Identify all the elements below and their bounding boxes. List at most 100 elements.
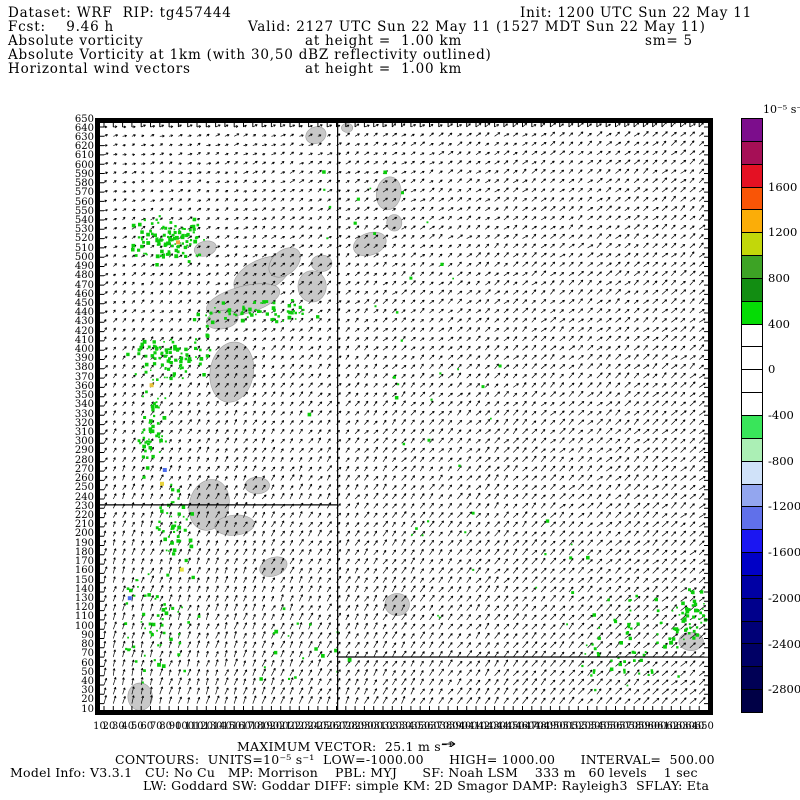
x-tick-label: 350 [411,721,431,732]
colorbar-tick-label: 800 [768,270,790,285]
colorbar-tick-label: -2400 [768,636,800,651]
x-tick-label: 440 [496,721,516,732]
y-tick-label: 110 [74,611,94,623]
colorbar-cell [741,575,763,599]
x-tick-label: 220 [288,721,308,732]
x-tick-label: 600 [647,721,667,732]
field2-height-label: at height = 1.00 km [305,61,463,77]
x-tick-label: 370 [430,721,450,732]
y-tick-label: 20 [81,694,94,706]
colorbar-cell [741,301,763,325]
y-tick-label: 510 [74,242,94,254]
y-tick-label: 270 [74,463,94,475]
y-tick-label: 70 [81,648,94,660]
x-tick-label: 490 [543,721,563,732]
x-tick-label: 510 [562,721,582,732]
x-tick-label: 420 [477,721,497,732]
colorbar-cell [741,506,763,530]
x-tick-label: 590 [638,721,658,732]
colorbar-tick-label: -400 [768,408,794,422]
y-tick-label: 550 [74,205,94,217]
y-tick-label: 630 [74,131,94,143]
x-tick-label: 460 [515,721,535,732]
x-tick-label: 610 [656,721,677,732]
plot-title: Absolute Vorticity at 1km (with 30,50 dB… [8,47,492,63]
x-tick-label: 250 [316,721,336,732]
x-tick-label: 120 [193,721,213,732]
reflectivity-blob [305,126,327,145]
reflectivity-blob [244,476,270,495]
y-tick-label: 170 [74,556,94,568]
init-time-label: Init: 1200 UTC Sun 22 May 11 [520,5,753,21]
x-tick-label: 140 [212,721,232,732]
y-tick-label: 640 [74,122,94,134]
y-tick-label: 250 [74,482,94,494]
y-tick-label: 500 [74,251,94,263]
y-tick-label: 480 [74,270,94,282]
field1-height-label: at height = 1.00 km [305,33,463,49]
reflectivity-blob [375,176,402,211]
x-tick-label: 150 [222,721,242,732]
reflectivity-blob [259,556,288,577]
x-tick-label: 190 [260,721,280,732]
colorbar-cell [741,346,763,370]
x-tick-label: 480 [534,721,554,732]
y-tick-label: 350 [74,390,94,402]
colorbar-units-label: 10⁻⁵ s⁻¹ [763,103,800,116]
reflectivity-blob [386,214,403,232]
y-tick-label: 360 [74,380,94,392]
reflectivity-blob [206,283,281,318]
colorbar-cell [741,141,763,165]
x-tick-label: 640 [685,721,705,732]
reflectivity-blob [678,631,704,651]
y-tick-label: 90 [81,629,94,641]
colorbar-cell [741,392,763,416]
x-tick-label: 170 [241,721,261,732]
colorbar-cell [741,529,763,553]
contours-info-label: CONTOURS: UNITS=10⁻⁵ s⁻¹ LOW=-1000.00 HI… [115,752,715,767]
x-tick-label: 240 [307,721,327,732]
colorbar-cell [741,187,763,210]
wind-vector-field [103,123,707,704]
y-tick-label: 430 [74,316,94,328]
axis-tick-marks [100,123,708,710]
high-vorticity-speck [176,240,180,245]
x-tick-label: 90 [168,721,182,732]
colorbar-cell [741,415,763,439]
colorbar-tick-label: -1600 [768,545,800,560]
x-tick-label: 280 [345,721,365,732]
model-info-line2: LW: Goddard SW: Goddar DIFF: simple KM: … [143,778,710,793]
y-tick-label: 370 [74,371,94,383]
x-tick-label: 260 [326,721,346,732]
y-tick-label: 290 [74,445,94,457]
y-tick-label: 280 [74,454,94,466]
y-tick-label: 160 [74,565,94,577]
dataset-label: Dataset: WRF RIP: tg457444 [8,5,232,21]
valid-time-label: Valid: 2127 UTC Sun 22 May 11 (1527 MDT … [248,19,706,35]
colorbar-cell [741,438,763,462]
colorbar-cell [741,369,763,393]
colorbar-cell [741,118,763,142]
y-tick-label: 140 [74,583,94,595]
colorbar-cell [741,209,763,233]
y-tick-label: 650 [74,113,94,125]
x-tick-label: 20 [102,721,116,732]
x-tick-label: 270 [335,721,355,732]
colorbar-tick-label: 1600 [768,179,798,194]
y-tick-label: 470 [74,279,94,291]
colorbar-cell [741,598,763,622]
y-tick-label: 10 [81,703,94,715]
colorbar-cell [741,164,763,188]
x-tick-label: 430 [486,721,506,732]
x-tick-label: 470 [524,721,544,732]
x-tick-label: 550 [600,721,620,732]
x-tick-label: 10 [93,721,106,732]
y-tick-label: 60 [81,657,94,669]
y-tick-label: 180 [74,546,94,558]
plot-border [95,118,713,715]
x-tick-label: 160 [231,721,251,732]
y-tick-label: 420 [74,325,94,337]
colorbar-cell [741,643,763,667]
y-tick-label: 330 [74,408,94,420]
